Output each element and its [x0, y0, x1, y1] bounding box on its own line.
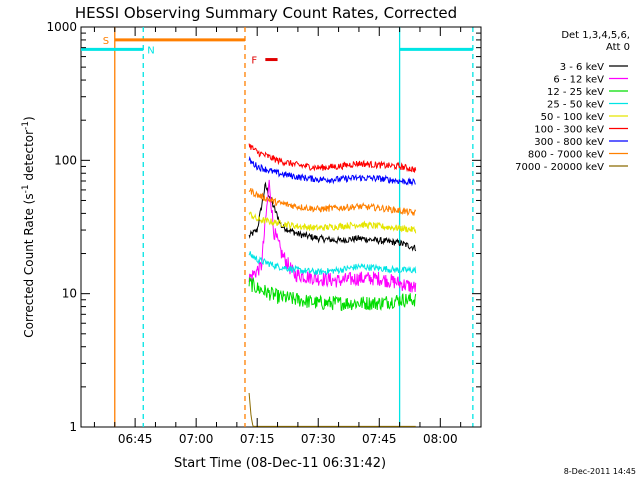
x-tick-label: 06:45 — [118, 432, 153, 446]
legend-entry-label: 12 - 25 keV — [547, 87, 604, 98]
legend: Det 1,3,4,5,6,Att 03 - 6 keV 6 - 12 keV12… — [515, 30, 630, 173]
legend-entry-label: 800 - 7000 keV — [528, 150, 604, 161]
series-line — [248, 181, 417, 252]
flag-layer: S N F — [81, 27, 474, 427]
legend-entry-label: 7000 - 20000 keV — [515, 162, 604, 173]
timestamp: 8-Dec-2011 14:45 — [564, 467, 636, 476]
chart-title: HESSI Observing Summary Count Rates, Cor… — [75, 4, 457, 22]
series-line — [248, 179, 417, 293]
series-line — [248, 392, 416, 427]
x-tick-label: 08:00 — [423, 432, 458, 446]
series-line — [248, 187, 417, 217]
y-tick-label: 1 — [69, 420, 77, 434]
legend-entry-label: 25 - 50 keV — [547, 100, 604, 111]
x-tick-label: 07:15 — [240, 432, 275, 446]
legend-entry-label: 50 - 100 keV — [541, 112, 605, 123]
legend-entry-label: 100 - 300 keV — [534, 125, 604, 136]
legend-header: Det 1,3,4,5,6, — [561, 30, 630, 41]
flare-flag-label: F — [251, 56, 257, 67]
y-tick-label: 1000 — [46, 20, 77, 34]
y-tick-label: 100 — [54, 153, 77, 167]
series-line — [248, 155, 416, 187]
night-flag-label: N — [147, 45, 154, 56]
legend-header: Att 0 — [606, 42, 630, 53]
x-tick-label: 07:00 — [179, 432, 214, 446]
saa-flag-label: S — [103, 36, 109, 47]
y-tick-label: 10 — [62, 287, 77, 301]
x-tick-label: 07:30 — [301, 432, 336, 446]
y-axis-label: Corrected Count Rate (s-1 detector-1) — [21, 116, 36, 337]
legend-entry-label: 300 - 800 keV — [534, 137, 604, 148]
x-axis-label: Start Time (08-Dec-11 06:31:42) — [174, 456, 386, 471]
axis-layer: 1 10 100 1000 06:45 07:00 07:15 07:30 07:45 08:00 — [46, 20, 482, 446]
legend-entry-label: 6 - 12 keV — [553, 75, 604, 86]
plot-frame — [80, 26, 482, 428]
series-line — [248, 143, 417, 173]
series-line — [248, 251, 417, 276]
series-layer — [248, 143, 417, 427]
series-line — [248, 211, 417, 234]
x-tick-label: 07:45 — [362, 432, 397, 446]
legend-entry-label: 3 - 6 keV — [560, 62, 604, 73]
series-line — [248, 276, 417, 312]
